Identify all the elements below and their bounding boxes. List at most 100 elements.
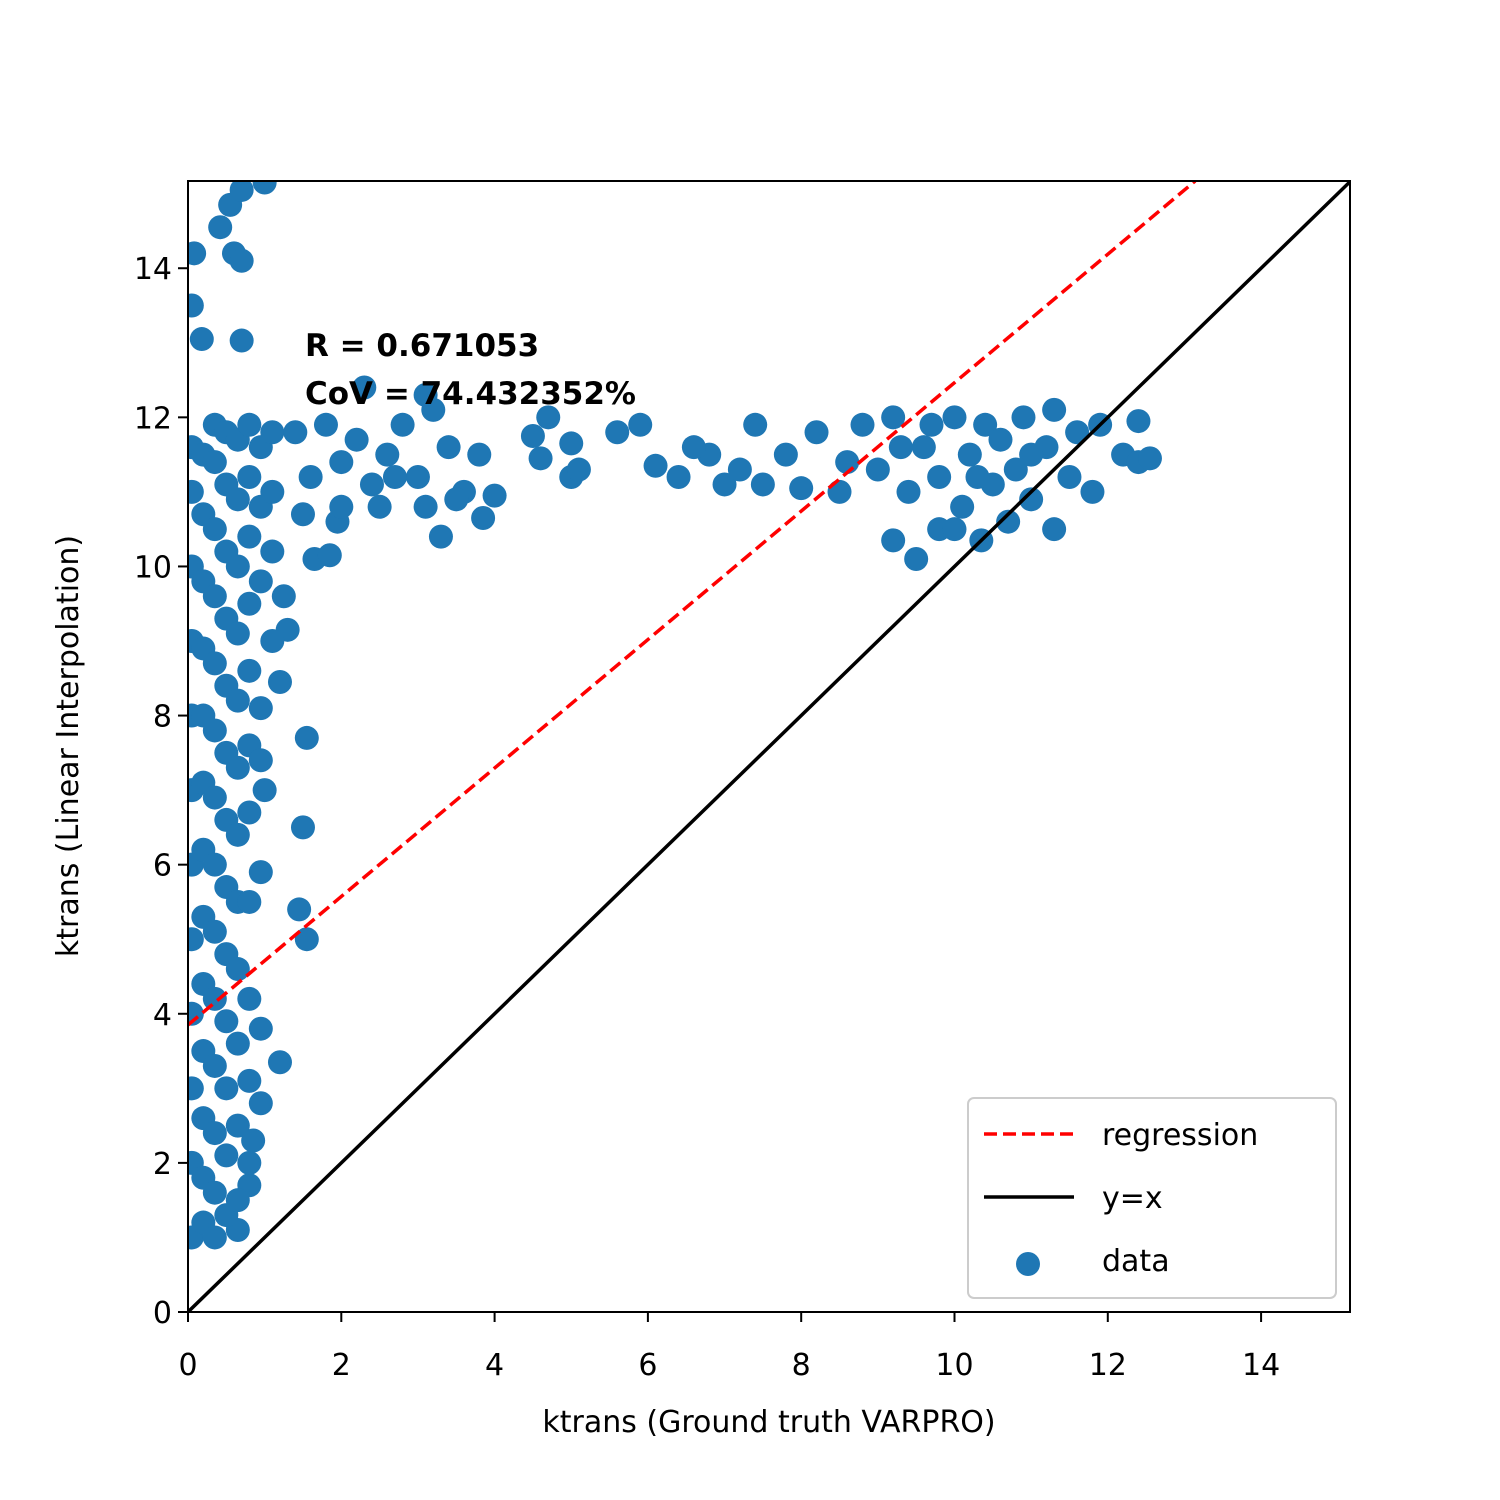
data-point	[294, 927, 319, 952]
data-point	[237, 889, 262, 914]
y-tick-label: 0	[153, 1296, 172, 1331]
legend-label: regression	[1102, 1118, 1258, 1153]
data-point	[189, 327, 214, 352]
data-point	[188, 479, 204, 504]
data-point	[237, 464, 262, 489]
y-tick-label: 6	[153, 849, 172, 884]
plot-area	[188, 181, 1350, 1312]
data-point	[202, 517, 227, 542]
data-point	[911, 435, 936, 460]
data-point	[225, 1031, 250, 1056]
data-point	[681, 435, 706, 460]
data-point	[225, 957, 250, 982]
data-point	[214, 1143, 239, 1168]
data-point	[260, 629, 285, 654]
data-point	[520, 423, 545, 448]
legend-frame	[967, 1097, 1337, 1299]
data-point	[566, 457, 591, 482]
data-point	[202, 1121, 227, 1146]
data-point	[359, 472, 384, 497]
x-tick-label: 6	[638, 1348, 657, 1383]
data-point	[605, 420, 630, 445]
data-point	[559, 431, 584, 456]
x-tick-label: 8	[792, 1348, 811, 1383]
data-point	[237, 524, 262, 549]
data-point	[1019, 487, 1044, 512]
data-point	[202, 651, 227, 676]
data-point	[329, 450, 354, 475]
data-point	[996, 509, 1021, 534]
data-point	[252, 778, 277, 803]
x-tick-label: 12	[1089, 1348, 1127, 1383]
data-point	[957, 442, 982, 467]
data-point	[1042, 517, 1067, 542]
data-point	[375, 442, 400, 467]
data-point	[202, 919, 227, 944]
data-point	[919, 412, 944, 437]
data-point	[390, 412, 415, 437]
data-point	[1057, 464, 1082, 489]
data-point	[202, 785, 227, 810]
data-point	[881, 528, 906, 553]
data-point	[260, 539, 285, 564]
data-point	[1019, 442, 1044, 467]
data-point	[344, 427, 369, 452]
data-point	[237, 591, 262, 616]
data-point	[352, 375, 377, 400]
data-point	[248, 748, 273, 773]
data-point	[188, 293, 204, 318]
data-point	[896, 479, 921, 504]
line	[188, 181, 1350, 1312]
data-point	[942, 405, 967, 430]
data-point	[248, 1016, 273, 1041]
annotation: CoV = 74.432352%	[305, 376, 636, 412]
line	[188, 181, 1197, 1027]
data-point	[225, 822, 250, 847]
data-point	[965, 464, 990, 489]
data-point	[413, 382, 438, 407]
x-tick-label: 0	[178, 1348, 197, 1383]
y-tick-label: 2	[153, 1147, 172, 1182]
data-point	[260, 479, 285, 504]
data-point	[214, 1076, 239, 1101]
data-point	[750, 472, 775, 497]
data-point	[229, 181, 254, 202]
data-point	[643, 453, 668, 478]
data-point	[428, 524, 453, 549]
legend-label: data	[1102, 1244, 1170, 1279]
data-point	[237, 1068, 262, 1093]
data-point	[225, 1188, 250, 1213]
data-point	[290, 815, 315, 840]
data-point	[290, 502, 315, 527]
data-point	[260, 420, 285, 445]
data-point	[536, 405, 561, 430]
data-point	[225, 487, 250, 512]
data-point	[628, 412, 653, 437]
data-point	[248, 860, 273, 885]
data-point	[271, 584, 296, 609]
data-point	[202, 852, 227, 877]
data-point	[248, 1091, 273, 1116]
x-tick-label: 2	[332, 1348, 351, 1383]
data-point	[444, 487, 469, 512]
data-point	[202, 1225, 227, 1250]
data-point	[202, 718, 227, 743]
data-point	[436, 435, 461, 460]
data-point	[294, 725, 319, 750]
data-point	[252, 181, 277, 195]
data-point	[712, 472, 737, 497]
data-point	[1080, 479, 1105, 504]
y-tick-label: 8	[153, 700, 172, 735]
data-point	[208, 215, 233, 240]
data-point	[225, 755, 250, 780]
legend-label: y=x	[1102, 1181, 1163, 1216]
legend: regression y=x data	[967, 1097, 1337, 1299]
data-point	[188, 927, 204, 952]
data-point	[727, 457, 752, 482]
data-point	[850, 412, 875, 437]
data-point	[1003, 457, 1028, 482]
data-point	[927, 464, 952, 489]
data-point	[241, 1128, 266, 1153]
data-point	[942, 517, 967, 542]
data-point	[214, 1009, 239, 1034]
